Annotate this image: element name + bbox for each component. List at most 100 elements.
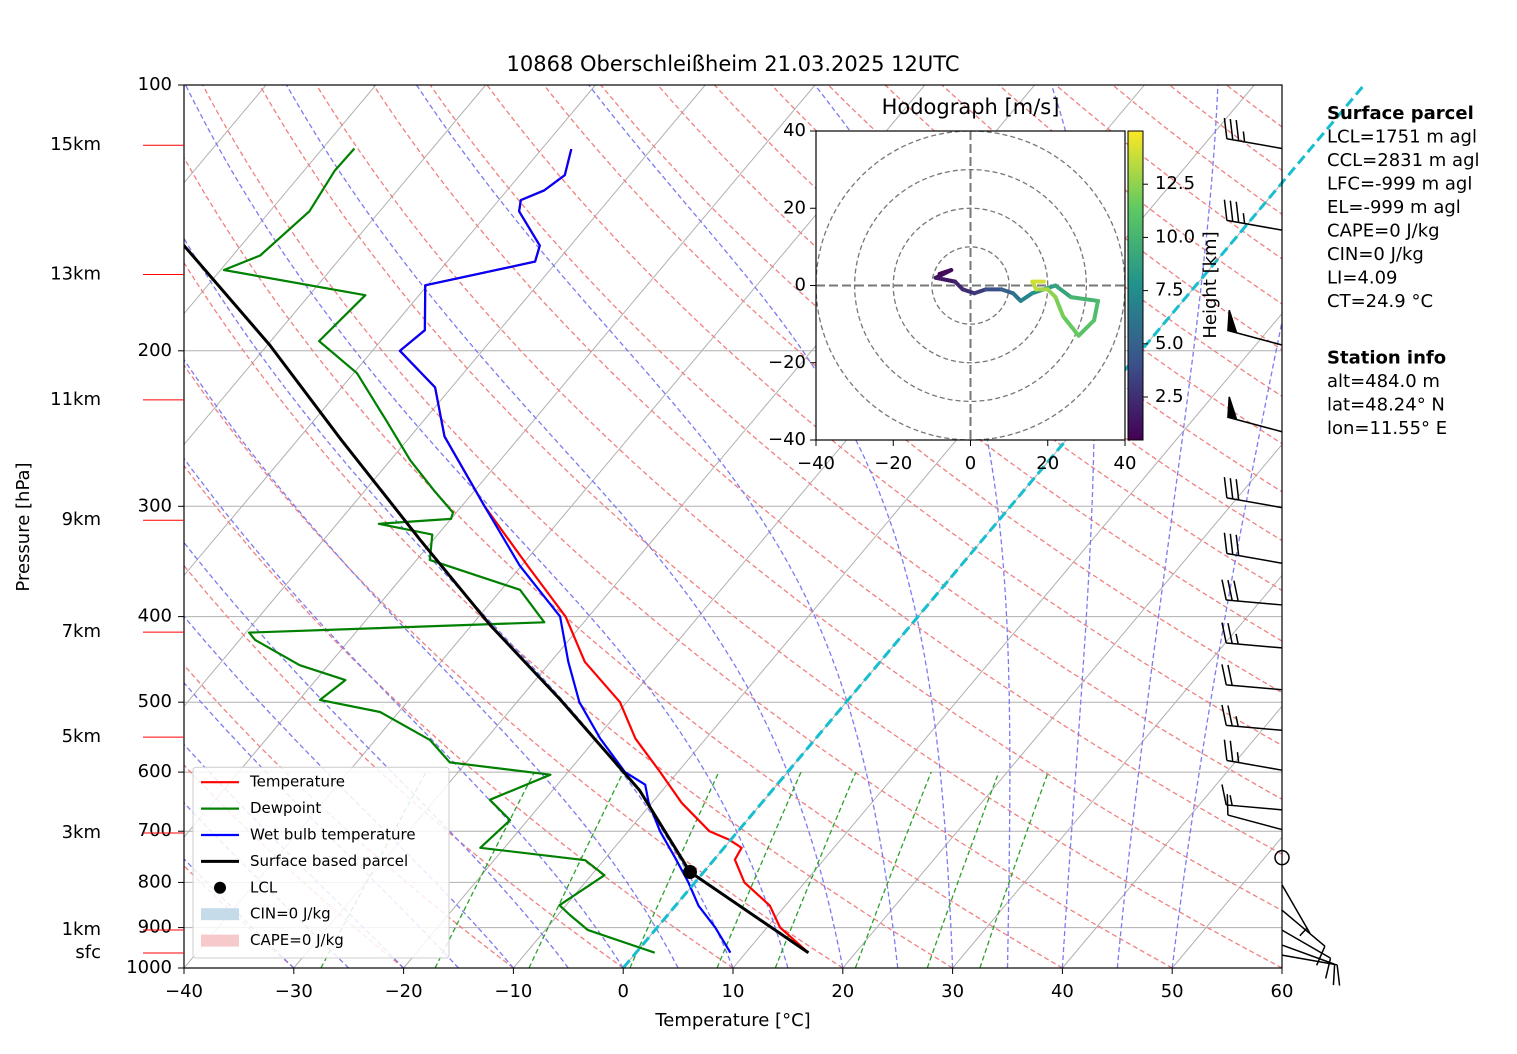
wind-barb <box>1227 309 1283 346</box>
mixing-ratio-line <box>434 771 535 968</box>
legend-label: Surface based parcel <box>250 852 408 870</box>
colorbar-tick-label: 10.0 <box>1155 226 1195 247</box>
dry-adiabat <box>184 261 953 968</box>
profile-line <box>398 148 732 954</box>
range-ring <box>892 207 1049 364</box>
y-tick-label: −40 <box>768 429 806 450</box>
profile-line <box>222 147 656 954</box>
colorbar-tick-label: 5.0 <box>1155 333 1184 354</box>
legend-label: LCL <box>250 878 278 896</box>
x-tick-label: 10 <box>722 981 745 1002</box>
info-line: LCL=1751 m agl <box>1327 127 1477 148</box>
moist-adiabat <box>184 681 459 968</box>
dry-adiabat <box>600 85 1282 642</box>
info-line: alt=484.0 m <box>1327 371 1440 392</box>
y-tick-label: 800 <box>138 871 172 892</box>
moist-adiabat <box>184 615 514 968</box>
moist-adiabat <box>184 457 624 968</box>
mixing-ratio-line <box>716 771 802 968</box>
info-heading: Station info <box>1327 348 1446 369</box>
y-tick-label: 500 <box>138 691 172 712</box>
wind-barb <box>1223 739 1283 771</box>
wind-barb <box>1221 622 1283 649</box>
y-tick-label: 700 <box>138 820 172 841</box>
wind-barb <box>1281 954 1341 986</box>
wind-barb <box>1223 532 1283 564</box>
dry-adiabat <box>184 363 844 968</box>
lcl-point <box>682 865 697 880</box>
isotherm <box>842 443 1282 968</box>
dry-adiabat <box>259 85 1282 968</box>
hodograph-background <box>816 131 1125 440</box>
y-tick-label: 1000 <box>126 957 172 978</box>
isotherm <box>184 85 487 446</box>
x-tick-label: −10 <box>494 981 532 1002</box>
x-tick-label: −20 <box>874 453 912 474</box>
mixing-ratio-line <box>854 771 932 968</box>
isotherm <box>184 85 596 577</box>
x-tick-label: −20 <box>385 981 423 1002</box>
legend-label: Temperature <box>249 773 345 791</box>
x-axis-label: Temperature [°C] <box>654 1010 810 1031</box>
isotherm <box>184 85 377 315</box>
y-tick-label: 200 <box>138 340 172 361</box>
moist-adiabat <box>185 85 789 968</box>
isotherm <box>952 574 1282 968</box>
dry-adiabat <box>657 85 1282 592</box>
info-line: CAPE=0 J/kg <box>1327 221 1440 242</box>
legend-label: Wet bulb temperature <box>250 826 416 844</box>
hodograph-segment <box>1061 314 1081 338</box>
height-label: sfc <box>75 942 101 963</box>
legend-swatch <box>201 908 239 921</box>
height-label: 3km <box>62 822 101 843</box>
y-tick-label: 40 <box>783 120 806 141</box>
height-label: 5km <box>62 726 101 747</box>
wind-barb <box>1281 929 1332 979</box>
legend-box <box>192 766 450 959</box>
x-tick-label: −30 <box>275 981 313 1002</box>
x-tick-label: 60 <box>1271 981 1294 1002</box>
x-tick-label: 40 <box>1114 453 1137 474</box>
wind-barb <box>1227 396 1283 433</box>
colorbar-tick-label: 12.5 <box>1155 173 1195 194</box>
wind-barb <box>1221 784 1283 811</box>
wind-barb <box>1221 704 1283 732</box>
hodograph-segment <box>1053 295 1066 319</box>
moist-adiabat <box>184 541 569 968</box>
dry-adiabat <box>1055 85 1282 260</box>
x-tick-label: 50 <box>1161 981 1184 1002</box>
info-line: LFC=-999 m agl <box>1327 174 1472 195</box>
moist-adiabat <box>285 85 844 968</box>
hodograph-segment <box>1018 291 1035 303</box>
legend-swatch <box>214 881 226 894</box>
hodograph-segment <box>972 287 988 296</box>
wind-barb-calm <box>1274 849 1290 866</box>
dry-adiabat <box>543 85 1282 694</box>
colorbar-label: Height [km] <box>1200 231 1221 338</box>
wind-barb <box>1223 477 1283 509</box>
height-label: 15km <box>50 134 101 155</box>
isotherm <box>1062 705 1282 968</box>
y-tick-label: 900 <box>138 917 172 938</box>
colorbar-tick-label: 2.5 <box>1155 386 1184 407</box>
y-tick-label: 400 <box>138 606 172 627</box>
hodograph-segment <box>999 287 1015 296</box>
hodograph-segment <box>933 275 958 284</box>
dry-adiabat <box>372 85 1282 855</box>
height-label: 7km <box>62 621 101 642</box>
height-label: 1km <box>62 919 101 940</box>
dry-adiabat <box>184 156 1063 968</box>
isotherm <box>732 312 1282 968</box>
info-line: EL=-999 m agl <box>1327 197 1461 218</box>
info-line: CCL=2831 m agl <box>1327 150 1480 171</box>
hodograph-segment <box>1076 318 1097 338</box>
info-line: lat=48.24° N <box>1327 395 1445 416</box>
legend-label: Dewpoint <box>250 799 321 817</box>
height-label: 13km <box>50 263 101 284</box>
moist-adiabat <box>1171 318 1282 968</box>
wind-barb <box>1226 794 1283 831</box>
hodograph-segment <box>1068 295 1100 303</box>
freezing-isotherm <box>622 84 1366 969</box>
hodograph-title: Hodograph [m/s] <box>882 95 1060 119</box>
wind-barb <box>1221 664 1283 691</box>
